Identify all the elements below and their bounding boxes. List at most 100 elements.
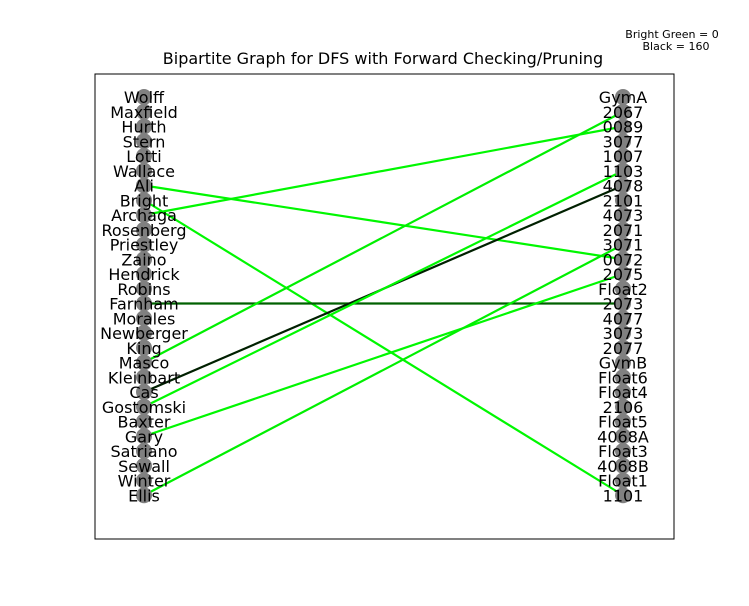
node-group <box>136 89 631 504</box>
left-node-label-zaino: Zaino <box>121 250 166 269</box>
legend-line-black: Black = 160 <box>643 40 710 53</box>
left-node-stern <box>136 133 152 150</box>
left-node-label-rosenberg: Rosenberg <box>102 221 187 240</box>
right-node-label-2101: 2101 <box>603 191 644 210</box>
left-node-masco <box>136 354 152 371</box>
left-node-label-farnham: Farnham <box>109 295 179 314</box>
right-node-2077 <box>615 339 631 356</box>
right-node-label-1103: 1103 <box>603 162 644 181</box>
left-node-sewall <box>136 457 152 474</box>
left-node-baxter <box>136 413 152 430</box>
right-node-label-float2: Float2 <box>598 280 648 299</box>
edge-masco-2067 <box>143 110 624 364</box>
left-node-label-archaga: Archaga <box>111 206 177 225</box>
right-node-label-0089: 0089 <box>603 118 644 137</box>
left-node-label-morales: Morales <box>113 309 176 328</box>
left-node-label-ellis: Ellis <box>128 486 160 505</box>
left-node-wolff <box>136 89 152 105</box>
right-node-label-4078: 4078 <box>603 177 644 196</box>
left-node-label-hendrick: Hendrick <box>108 265 180 284</box>
left-node-label-wolff: Wolff <box>124 88 165 107</box>
left-node-label-baxter: Baxter <box>118 413 171 432</box>
right-node-label-2077: 2077 <box>603 339 644 358</box>
right-node-label-float1: Float1 <box>598 472 648 491</box>
right-node-label-4068a: 4068A <box>597 427 649 446</box>
right-node-label-4077: 4077 <box>603 309 644 328</box>
left-node-zaino <box>136 251 152 268</box>
right-node-float6 <box>615 369 631 386</box>
left-node-label-masco: Masco <box>119 354 170 373</box>
legend-line-bright-green: Bright Green = 0 <box>625 28 718 41</box>
right-node-gymb <box>615 354 631 371</box>
right-node-label-3071: 3071 <box>603 236 644 255</box>
left-node-winter <box>136 472 152 489</box>
right-node-3077 <box>615 133 631 150</box>
edge-ali-0072 <box>143 184 624 261</box>
right-node-label-2067: 2067 <box>603 103 644 122</box>
right-node-label-gyma: GymA <box>599 88 647 107</box>
right-node-float1 <box>615 472 631 489</box>
left-node-morales <box>136 310 152 327</box>
left-node-priestley <box>136 236 152 253</box>
right-node-gyma <box>615 89 631 105</box>
right-node-4077 <box>615 310 631 327</box>
right-node-label-float3: Float3 <box>598 442 648 461</box>
left-node-king <box>136 339 152 356</box>
right-node-label-gymb: GymB <box>599 354 647 373</box>
right-node-3071 <box>615 236 631 253</box>
right-node-2101 <box>615 192 631 209</box>
right-node-1101 <box>615 487 631 504</box>
right-node-label-3077: 3077 <box>603 132 644 151</box>
left-node-label-gostomski: Gostomski <box>102 398 186 417</box>
left-node-hurth <box>136 118 152 135</box>
left-node-label-bright: Bright <box>120 191 169 210</box>
right-node-label-1007: 1007 <box>603 147 644 166</box>
left-node-gary <box>136 428 152 445</box>
right-node-0072 <box>615 251 631 268</box>
left-node-gostomski <box>136 398 152 415</box>
left-node-wallace <box>136 162 152 179</box>
left-node-label-gary: Gary <box>125 427 163 446</box>
right-node-2075 <box>615 266 631 282</box>
left-node-kleinbart <box>136 369 152 386</box>
left-node-label-priestley: Priestley <box>110 236 179 255</box>
left-node-bright <box>136 192 152 209</box>
left-node-label-king: King <box>126 339 161 358</box>
right-node-label-4073: 4073 <box>603 206 644 225</box>
left-node-newberger <box>136 325 152 341</box>
edge-archaga-0089 <box>143 125 624 217</box>
left-node-label-lotti: Lotti <box>126 147 161 166</box>
left-node-robins <box>136 280 152 297</box>
right-node-label-1101: 1101 <box>603 486 644 505</box>
left-node-label-hurth: Hurth <box>121 118 166 137</box>
left-node-label-winter: Winter <box>118 472 171 491</box>
right-node-4078 <box>615 177 631 194</box>
chart-title: Bipartite Graph for DFS with Forward Che… <box>163 49 603 68</box>
right-node-label-2075: 2075 <box>603 265 644 284</box>
right-node-label-2073: 2073 <box>603 295 644 314</box>
left-node-label-wallace: Wallace <box>113 162 175 181</box>
left-node-rosenberg <box>136 221 152 238</box>
right-node-label-float6: Float6 <box>598 368 648 387</box>
right-node-4073 <box>615 207 631 223</box>
right-node-label-2106: 2106 <box>603 398 644 417</box>
right-node-label-0072: 0072 <box>603 250 644 269</box>
left-node-farnham <box>136 295 152 312</box>
left-node-label-cas: Cas <box>129 383 158 402</box>
left-node-lotti <box>136 148 152 164</box>
right-node-4068a <box>615 428 631 445</box>
edge-gostomski-1103 <box>143 169 624 408</box>
right-node-label-4068b: 4068B <box>597 457 649 476</box>
left-node-label-maxfield: Maxfield <box>110 103 178 122</box>
left-node-archaga <box>136 207 152 223</box>
left-node-cas <box>136 384 152 400</box>
right-node-0089 <box>615 118 631 135</box>
left-node-maxfield <box>136 103 152 120</box>
left-node-label-kleinbart: Kleinbart <box>108 368 180 387</box>
left-node-label-sewall: Sewall <box>118 457 170 476</box>
left-node-label-satriano: Satriano <box>111 442 178 461</box>
left-node-label-stern: Stern <box>123 132 166 151</box>
edge-ellis-3071 <box>143 243 624 497</box>
right-node-2073 <box>615 295 631 312</box>
